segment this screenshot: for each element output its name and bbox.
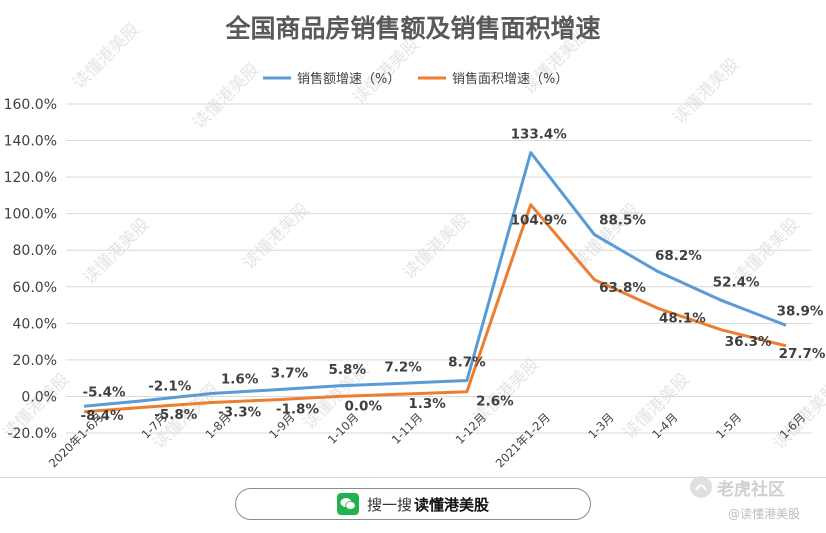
- series-line: [83, 151, 787, 408]
- watermark-text: 读懂港美股: [669, 54, 743, 128]
- y-tick-label: 100.0%: [4, 207, 57, 223]
- brand-handle: @读懂港美股: [728, 507, 801, 521]
- data-label: -1.8%: [276, 402, 320, 418]
- data-label: -5.8%: [154, 407, 198, 423]
- data-label: 104.9%: [511, 213, 568, 229]
- tiger-icon: [690, 476, 712, 498]
- chart-frame: 读懂港美股 读懂港美股 读懂港美股 读懂港美股 读懂港美股 读懂港美股 读懂港美股 读懂港美股…: [0, 14, 826, 478]
- y-tick-label: 140.0%: [4, 134, 57, 150]
- data-label: 36.3%: [725, 334, 772, 350]
- x-tick-label: 1-3月: [585, 410, 616, 441]
- data-label: 7.2%: [384, 359, 422, 375]
- grid: [66, 103, 812, 434]
- y-axis-ticks: -20.0% 0.0% 20.0% 40.0% 60.0% 80.0% 100.0% 120.…: [4, 97, 57, 442]
- legend: 销售额增速（%） 销售面积增速（%）: [263, 71, 568, 87]
- brand-logo: 老虎社区: [690, 475, 785, 500]
- data-label: 68.2%: [655, 248, 702, 264]
- data-label: 48.1%: [659, 311, 706, 327]
- watermark-text: 读懂港美股: [189, 59, 263, 133]
- data-label: 1.6%: [221, 372, 259, 388]
- x-tick-label: 1-5月: [713, 410, 744, 441]
- data-label: -3.3%: [218, 404, 262, 420]
- y-tick-label: 0.0%: [21, 389, 57, 405]
- data-label: -8.4%: [80, 408, 124, 424]
- chart-title: 全国商品房销售额及销售面积增速: [224, 14, 600, 43]
- wechat-icon: [336, 493, 359, 515]
- data-label: 63.8%: [599, 280, 646, 296]
- data-label: 52.4%: [713, 275, 760, 291]
- series-lines: [83, 151, 787, 414]
- watermark-text: 读懂港美股: [79, 214, 153, 288]
- data-label: 38.9%: [777, 303, 824, 319]
- data-label: 27.7%: [779, 346, 826, 362]
- data-label: 0.0%: [345, 398, 383, 414]
- x-tick-label: 2021年1-2月: [493, 410, 553, 470]
- y-tick-label: 120.0%: [4, 170, 57, 186]
- data-labels: -5.4% -2.1% 1.6% 3.7% 5.8% 7.2% 8.7% 133.4% 88.5…: [80, 127, 825, 424]
- watermark-text: 读懂港美股: [69, 19, 143, 93]
- data-label: 88.5%: [599, 213, 646, 229]
- search-bar[interactable]: 搜一搜 读懂港美股: [235, 488, 591, 520]
- data-label: 5.8%: [329, 362, 367, 378]
- legend-label: 销售面积增速（%）: [452, 71, 568, 87]
- y-tick-label: 80.0%: [13, 243, 57, 259]
- watermark-text: 读懂港美股: [239, 199, 313, 273]
- data-label: 2.6%: [476, 394, 514, 410]
- y-tick-label: 160.0%: [4, 97, 57, 113]
- data-label: 133.4%: [511, 127, 568, 143]
- data-label: -5.4%: [82, 384, 126, 400]
- y-tick-label: 20.0%: [13, 353, 57, 369]
- y-tick-label: 60.0%: [13, 280, 57, 296]
- data-label: -2.1%: [148, 378, 192, 394]
- search-prefix: 搜一搜: [366, 495, 412, 514]
- search-account-name: 读懂港美股: [414, 495, 490, 514]
- data-label: 1.3%: [408, 396, 446, 412]
- data-label: 3.7%: [271, 366, 309, 382]
- series-line: [83, 203, 787, 414]
- x-tick-label: 1-11月: [389, 410, 425, 446]
- y-tick-label: -20.0%: [7, 426, 57, 442]
- legend-label: 销售额增速（%）: [297, 71, 400, 87]
- data-label: 8.7%: [448, 355, 486, 371]
- brand-name: 老虎社区: [717, 479, 785, 500]
- y-tick-label: 40.0%: [13, 316, 57, 332]
- watermark-text: 读懂港美股: [399, 209, 473, 283]
